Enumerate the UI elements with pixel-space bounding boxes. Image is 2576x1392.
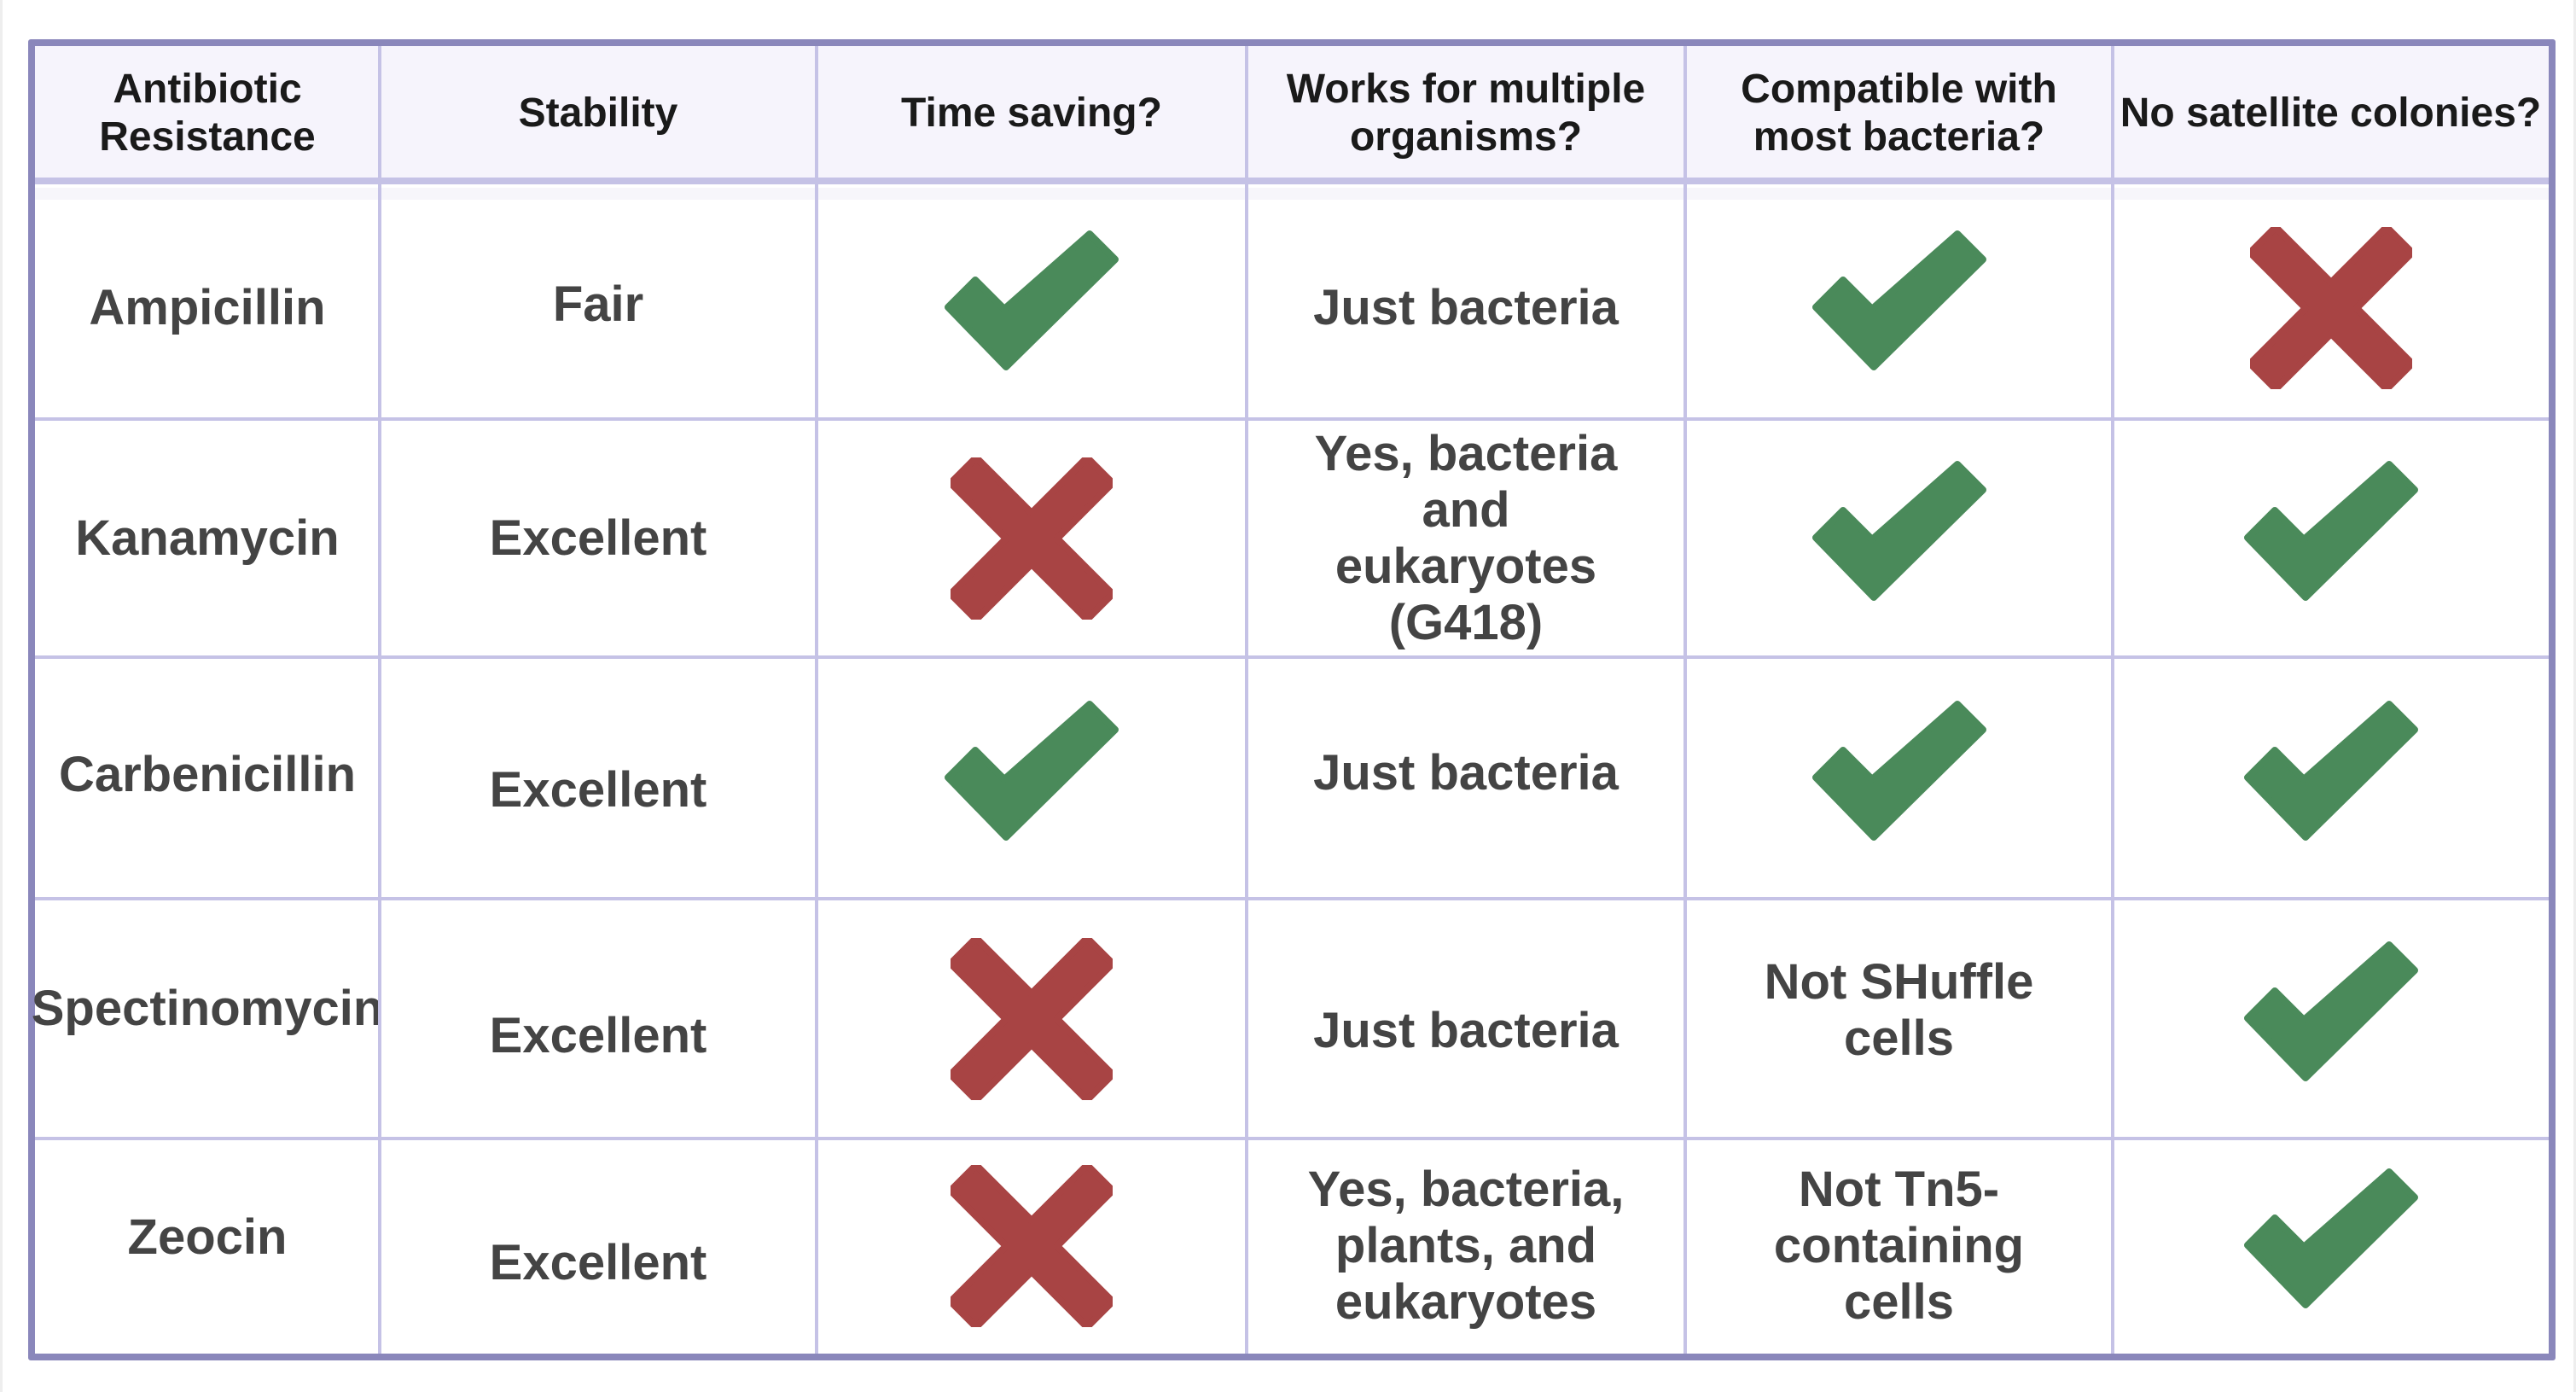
- cell-no-satellite-colonies: [2113, 899, 2549, 1139]
- antibiotic-comparison-table: Antibiotic Resistance Stability Time savin…: [28, 39, 2556, 1360]
- column-divider: [1683, 46, 1687, 1354]
- cell-text: Not Tn5- containing cells: [1773, 1162, 2025, 1330]
- cell-stability: Excellent: [380, 899, 817, 1139]
- row-divider: [35, 655, 2549, 659]
- header-divider: [35, 178, 2549, 184]
- row-divider: [35, 897, 2549, 900]
- antibiotic-name: Spectinomycin: [31, 980, 384, 1036]
- header-label: Time saving?: [901, 90, 1162, 136]
- cell-text: Yes, bacteria, plants, and eukaryotes: [1307, 1162, 1625, 1330]
- cell-text: Excellent: [489, 1235, 707, 1290]
- cell-stability: Excellent: [380, 1139, 817, 1354]
- column-divider: [815, 46, 818, 1354]
- header-label: Compatible with most bacteria?: [1741, 67, 2057, 160]
- cell-time-saving: [817, 1139, 1247, 1354]
- cell-compatible-bacteria: [1685, 196, 2113, 419]
- cross-icon: [2249, 226, 2412, 389]
- cell-text: Not SHuffle cells: [1764, 953, 2034, 1066]
- antibiotic-name: Carbenicillin: [58, 746, 357, 802]
- header-label: No satellite colonies?: [2120, 90, 2542, 136]
- check-icon: [2243, 700, 2418, 841]
- header-compatible-bacteria: Compatible with most bacteria?: [1685, 46, 2113, 181]
- cell-multiple-organisms: Yes, bacteria and eukaryotes (G418): [1247, 419, 1685, 657]
- header-multiple-organisms: Works for multiple organisms?: [1247, 46, 1685, 181]
- header-antibiotic-resistance: Antibiotic Resistance: [35, 46, 380, 181]
- cell-stability: Fair: [380, 196, 817, 419]
- header-label: Stability: [518, 90, 678, 136]
- row-divider: [35, 1137, 2549, 1140]
- check-icon: [945, 230, 1119, 370]
- cell-stability: Excellent: [380, 419, 817, 657]
- column-divider: [2111, 46, 2114, 1354]
- cell-text: Yes, bacteria and eukaryotes (G418): [1314, 425, 1618, 650]
- header-label: Antibiotic Resistance: [99, 67, 316, 160]
- cell-compatible-bacteria: Not SHuffle cells: [1685, 899, 2113, 1139]
- cell-text: Just bacteria: [1313, 744, 1619, 801]
- cell-text: Just bacteria: [1313, 279, 1619, 335]
- cell-no-satellite-colonies: [2113, 196, 2549, 419]
- cell-time-saving: [817, 657, 1247, 899]
- check-icon: [1811, 460, 1986, 601]
- check-icon: [1811, 700, 1986, 841]
- cell-text: Excellent: [489, 761, 707, 818]
- header-shadow-band: [35, 188, 2549, 200]
- check-icon: [2243, 941, 2418, 1081]
- check-icon: [945, 700, 1119, 841]
- cell-text: Excellent: [489, 510, 707, 566]
- header-label: Works for multiple organisms?: [1286, 67, 1646, 160]
- cell-time-saving: [817, 899, 1247, 1139]
- cell-antibiotic-resistance: Ampicillin: [35, 196, 380, 419]
- header-no-satellite-colonies: No satellite colonies?: [2113, 46, 2549, 181]
- cross-icon: [951, 457, 1113, 620]
- cell-time-saving: [817, 196, 1247, 419]
- check-icon: [2243, 460, 2418, 601]
- cell-no-satellite-colonies: [2113, 1139, 2549, 1354]
- row-divider: [35, 417, 2549, 421]
- header-stability: Stability: [380, 46, 817, 181]
- cell-compatible-bacteria: [1685, 657, 2113, 899]
- cell-no-satellite-colonies: [2113, 657, 2549, 899]
- cell-compatible-bacteria: Not Tn5- containing cells: [1685, 1139, 2113, 1354]
- cell-multiple-organisms: Just bacteria: [1247, 657, 1685, 899]
- cell-time-saving: [817, 419, 1247, 657]
- antibiotic-name: Kanamycin: [75, 510, 340, 566]
- cell-multiple-organisms: Just bacteria: [1247, 196, 1685, 419]
- cell-text: Fair: [552, 276, 644, 332]
- cell-compatible-bacteria: [1685, 419, 2113, 657]
- cross-icon: [951, 1165, 1113, 1327]
- cell-multiple-organisms: Yes, bacteria, plants, and eukaryotes: [1247, 1139, 1685, 1354]
- cell-antibiotic-resistance: Kanamycin: [35, 419, 380, 657]
- antibiotic-name: Ampicillin: [89, 279, 326, 335]
- check-icon: [1811, 230, 1986, 370]
- cell-multiple-organisms: Just bacteria: [1247, 899, 1685, 1139]
- cell-antibiotic-resistance: Spectinomycin: [32, 899, 384, 1139]
- check-icon: [2243, 1168, 2418, 1308]
- column-divider: [378, 46, 381, 1354]
- cell-text: Excellent: [489, 1007, 707, 1063]
- cell-antibiotic-resistance: Carbenicillin: [35, 657, 380, 899]
- cell-stability: Excellent: [380, 657, 817, 899]
- cell-no-satellite-colonies: [2113, 419, 2549, 657]
- column-divider: [1245, 46, 1248, 1354]
- antibiotic-name: Zeocin: [127, 1209, 288, 1265]
- header-time-saving: Time saving?: [817, 46, 1247, 181]
- page-edge-right: [2573, 0, 2576, 1392]
- page-edge-left: [0, 0, 3, 1392]
- cross-icon: [951, 937, 1113, 1100]
- cell-text: Just bacteria: [1313, 1002, 1619, 1058]
- cell-antibiotic-resistance: Zeocin: [35, 1139, 380, 1354]
